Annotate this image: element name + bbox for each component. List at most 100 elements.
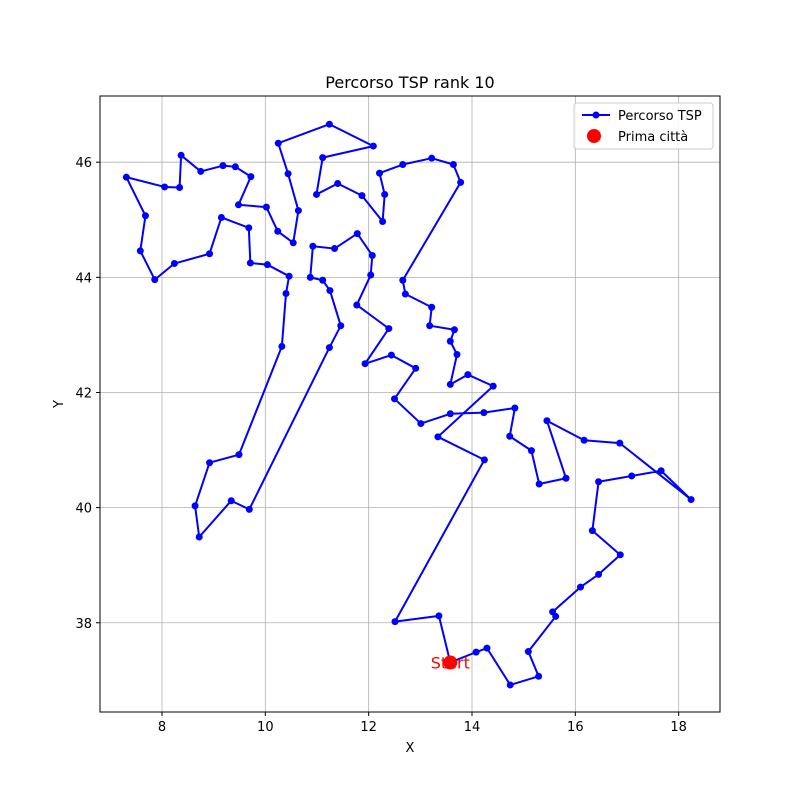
route-point [245,224,253,232]
route-point [358,192,366,200]
route-point [274,227,282,235]
route-point [227,497,235,505]
route-point [399,276,407,284]
route-point [480,409,488,417]
route-point [435,612,443,620]
route-point [524,648,532,656]
start-annotation: Start [431,653,470,672]
route-point [527,447,535,455]
route-point [511,404,519,412]
route-point [245,505,253,513]
x-tick-label: 12 [360,720,377,735]
legend-start-marker [587,129,601,143]
route-point [506,432,514,440]
y-tick-label: 46 [75,156,92,171]
x-tick-label: 10 [257,720,274,735]
route-point [353,301,361,309]
route-point [506,681,514,689]
route-point [122,173,130,181]
route-point [282,289,290,297]
route-point [616,551,624,559]
start-point [443,655,458,670]
route-point [446,380,454,388]
route-point [325,344,333,352]
route-point [464,371,472,379]
x-tick-label: 14 [464,720,481,735]
route-point [417,420,425,428]
route-series [122,120,695,689]
route-point [401,290,409,298]
route-point [535,480,543,488]
x-tick-label: 18 [670,720,687,735]
annotations: Start [431,653,470,672]
route-point [235,451,243,459]
route-point [595,478,603,486]
route-point [446,337,454,345]
route-point [170,260,178,268]
route-point [412,364,420,372]
route-point [319,276,327,284]
x-tick-label: 16 [567,720,584,735]
route-point [195,533,203,541]
route-line [125,123,693,686]
route-point [334,180,342,188]
route-point [381,190,389,198]
route-point [309,242,317,250]
route-point [278,342,286,350]
route-point [616,439,624,447]
route-point [687,496,695,504]
route-point [543,417,551,425]
route-point [274,139,282,147]
route-point [367,271,375,279]
route-point [231,163,239,171]
route-point [284,170,292,178]
route-point [385,325,393,333]
route-point [161,183,169,191]
route-point [535,672,543,680]
route-point [294,207,302,215]
route-point [234,201,242,209]
route-point [428,303,436,311]
route-point [337,322,345,330]
route-point [206,459,214,467]
route-point [262,203,270,211]
route-point [549,608,557,616]
route-point [325,120,333,128]
legend: Percorso TSP Prima città [573,102,714,150]
route-point [480,456,488,464]
route-point [176,184,184,192]
route-point [177,151,185,159]
route-point [399,161,407,169]
route-point [657,467,665,475]
route-point [285,272,293,280]
route-point [361,360,369,368]
route-point [387,351,395,359]
route-point [319,154,327,162]
x-tick-label: 8 [158,720,166,735]
route-point [489,382,497,390]
route-point [434,433,442,441]
route-point [369,142,377,150]
route-point [577,583,584,591]
legend-label-start: Prima città [618,130,688,145]
route-point [391,395,398,403]
route-point [483,644,491,652]
route-point [376,169,384,177]
y-axis-title: Y [52,400,67,409]
legend-label-route: Percorso TSP [618,109,702,124]
route-point [368,251,376,259]
plot-frame [99,95,721,713]
route-point [446,410,454,418]
chart-title: Percorso TSP rank 10 [325,73,494,92]
y-tick-label: 42 [75,386,92,401]
y-tick-label: 38 [75,617,92,632]
route-point [562,474,570,482]
route-point [247,173,255,181]
route-point [472,648,480,656]
route-point [326,287,334,295]
route-point [246,259,254,267]
route-point [136,247,144,255]
route-point [449,161,457,169]
x-axis-title: X [406,741,415,756]
